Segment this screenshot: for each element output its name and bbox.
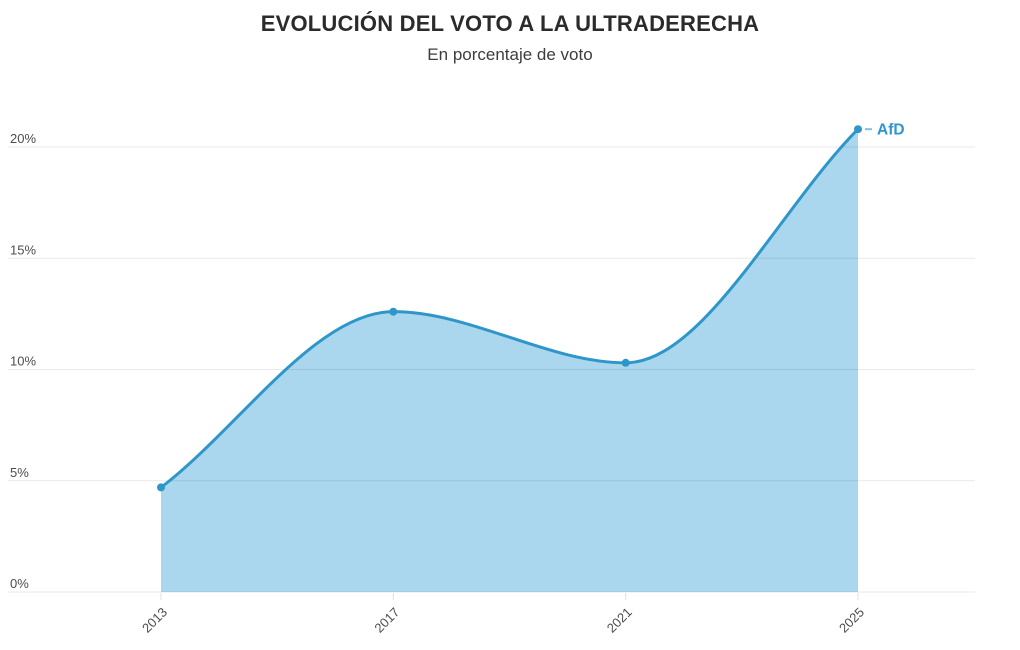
x-axis-tick-label: 2013 xyxy=(139,605,170,636)
chart-title: EVOLUCIÓN DEL VOTO A LA ULTRADERECHA xyxy=(260,11,760,36)
y-axis-tick-label: 5% xyxy=(10,465,29,480)
data-point-2021 xyxy=(621,358,630,367)
y-axis-tick-label: 15% xyxy=(10,242,36,257)
y-axis-tick-label: 20% xyxy=(10,131,36,146)
data-point-2017 xyxy=(389,307,398,316)
x-axis-tick-label: 2025 xyxy=(836,605,867,636)
data-point-2013 xyxy=(157,483,165,492)
y-axis-tick-label: 0% xyxy=(10,576,29,591)
area-fill xyxy=(161,129,858,592)
data-point-2025 xyxy=(854,125,862,134)
x-axis-tick-label: 2021 xyxy=(604,605,635,636)
y-axis-tick-label: 10% xyxy=(10,354,36,369)
data-line xyxy=(159,127,860,489)
chart-subtitle: En porcentaje de voto xyxy=(427,45,593,64)
x-axis-tick-label: 2017 xyxy=(371,605,402,636)
series-end-label: AfD xyxy=(877,122,905,139)
